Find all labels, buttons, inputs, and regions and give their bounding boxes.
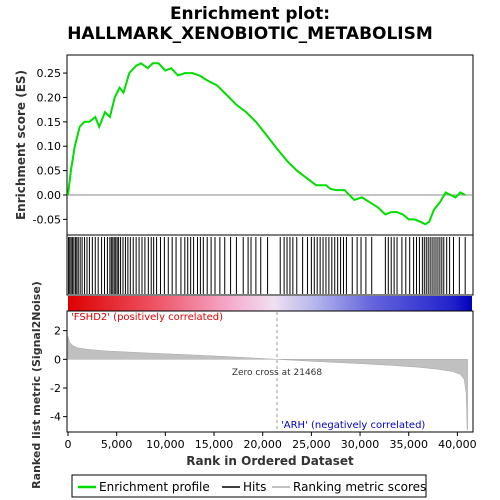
metric-panel-frame bbox=[66, 310, 474, 433]
metric-axis: -4 -2 0 2 bbox=[50, 325, 67, 424]
x-tick-label: 0 bbox=[65, 438, 72, 451]
x-tick-label: 20,000 bbox=[243, 438, 282, 451]
legend-box bbox=[71, 474, 427, 498]
es-tick-label: -0.05 bbox=[33, 213, 61, 226]
es-tick-label: 0.20 bbox=[37, 91, 62, 104]
metric-y-axis-label: Ranked list metric (Signal2Noise) bbox=[30, 281, 43, 489]
es-tick-label: 0.25 bbox=[37, 67, 62, 80]
x-tick-label: 35,000 bbox=[389, 438, 428, 451]
x-axis: 0 5,000 10,000 15,000 20,000 25,000 30,000 35,0… bbox=[65, 432, 477, 451]
metric-tick-label: 2 bbox=[54, 325, 61, 338]
x-tick-label: 40,000 bbox=[438, 438, 477, 451]
x-tick-label: 15,000 bbox=[195, 438, 234, 451]
x-axis-label: Rank in Ordered Dataset bbox=[186, 454, 354, 468]
metric-tick-label: -2 bbox=[50, 382, 61, 395]
metric-tick-label: -4 bbox=[50, 411, 61, 424]
hits-panel bbox=[66, 234, 474, 311]
es-tick-label: 0.10 bbox=[37, 140, 62, 153]
legend-metric-label: Ranking metric scores bbox=[293, 480, 426, 494]
positive-label: 'FSHD2' (positively correlated) bbox=[71, 312, 223, 323]
es-axis: -0.05 0.00 0.05 0.10 0.15 0.20 0.25 bbox=[33, 67, 67, 226]
x-tick-label: 30,000 bbox=[341, 438, 380, 451]
es-y-axis-label: Enrichment score (ES) bbox=[14, 70, 28, 220]
legend-hits-label: Hits bbox=[243, 480, 266, 494]
ranking-metric-area bbox=[67, 336, 468, 430]
es-tick-label: 0.05 bbox=[37, 165, 62, 178]
zero-cross-label: Zero cross at 21468 bbox=[232, 368, 323, 378]
es-panel: -0.05 0.00 0.05 0.10 0.15 0.20 0.25 Enrichment… bbox=[14, 54, 474, 236]
chart-title-line1: Enrichment plot: bbox=[170, 4, 330, 24]
es-tick-label: 0.15 bbox=[37, 116, 62, 129]
rank-color-bar bbox=[68, 296, 472, 311]
es-tick-label: 0.00 bbox=[37, 189, 62, 202]
chart-title-line2: HALLMARK_XENOBIOTIC_METABOLISM bbox=[67, 24, 433, 44]
metric-panel: -4 -2 0 2 Zero cross at 21468 'FSHD2' (posi… bbox=[30, 281, 474, 489]
hit-marks bbox=[68, 237, 466, 294]
metric-tick-label: 0 bbox=[54, 353, 61, 366]
x-tick-label: 25,000 bbox=[292, 438, 331, 451]
legend-enrichment-label: Enrichment profile bbox=[99, 480, 210, 494]
enrichment-profile-line bbox=[67, 62, 466, 226]
legend: Enrichment profile Hits Ranking metric s… bbox=[71, 474, 427, 498]
x-tick-label: 10,000 bbox=[146, 438, 185, 451]
negative-label: 'ARH' (negatively correlated) bbox=[281, 420, 425, 431]
es-panel-frame bbox=[66, 54, 474, 236]
x-tick-label: 5,000 bbox=[101, 438, 133, 451]
